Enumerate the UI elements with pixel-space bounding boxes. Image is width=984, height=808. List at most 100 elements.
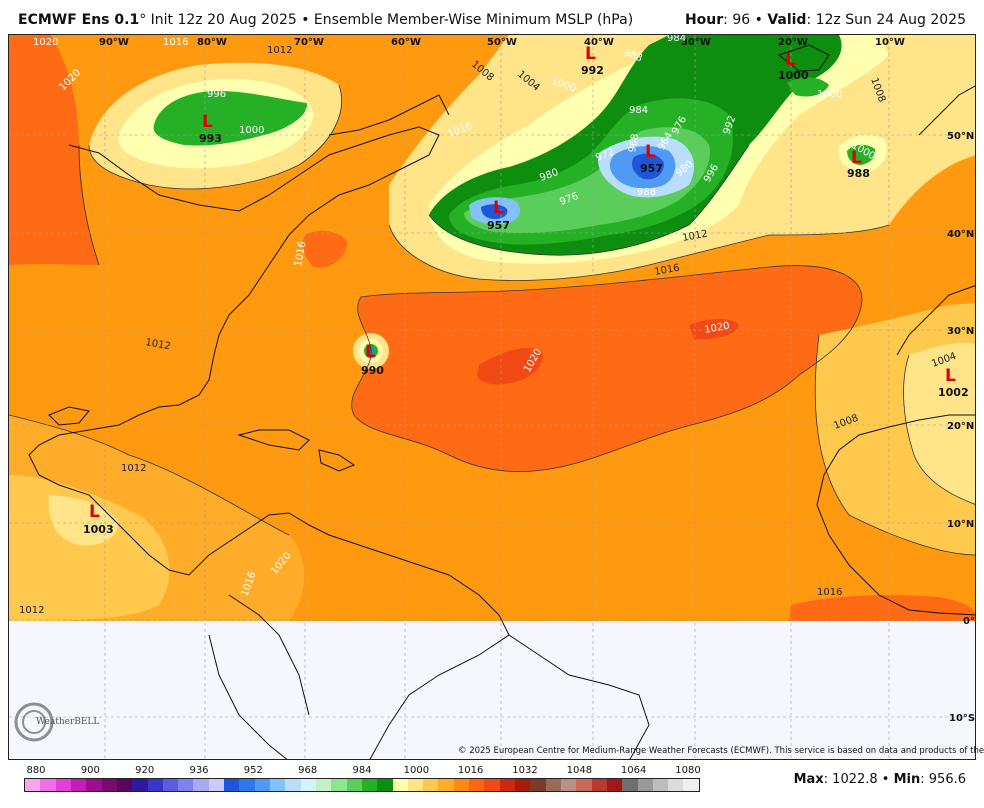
colorbar-swatch — [530, 779, 546, 791]
pressure-field-1020-west — [9, 35, 99, 265]
colorbar-tick-label: 936 — [189, 765, 209, 776]
colorbar-swatch — [392, 779, 408, 791]
low-marker[interactable]: L — [585, 44, 596, 64]
colorbar-swatch — [560, 779, 577, 791]
colorbar-tick-label: 984 — [352, 765, 372, 776]
colorbar-swatch — [469, 779, 485, 791]
contour-label: 1012 — [267, 45, 292, 56]
colorbar-tick-label: 1048 — [566, 765, 593, 776]
colorbar-tick-label: 952 — [243, 765, 263, 776]
copyright-notice: © 2025 European Centre for Medium-Range … — [458, 746, 984, 756]
model-name: ECMWF Ens 0.1 — [18, 12, 140, 28]
lon-label-20w: 20°W — [778, 37, 808, 48]
colorbar-swatch — [346, 779, 362, 791]
pressure-colorbar — [24, 778, 700, 792]
lat-label-30n: 30°N — [947, 326, 974, 337]
lon-label-10w: 10°W — [875, 37, 905, 48]
field-stats: Max: 1022.8 • Min: 956.6 — [793, 772, 966, 787]
hour-label: Hour — [684, 12, 724, 28]
lon-label-70w: 70°W — [294, 37, 324, 48]
contour-label: 1012 — [121, 463, 146, 474]
lat-label-0: 0° — [963, 616, 975, 627]
contour-label: 988 — [637, 187, 656, 198]
low-marker[interactable]: L — [645, 142, 656, 162]
pressure-field-1020-core — [477, 347, 543, 385]
colorbar-swatch — [132, 779, 148, 791]
low-marker[interactable]: L — [785, 50, 796, 70]
pressure-field-1000-ne — [787, 77, 829, 97]
low-marker[interactable]: L — [365, 342, 376, 362]
low-marker[interactable]: L — [945, 366, 956, 386]
hour-value: : 96 • — [723, 12, 768, 28]
colorbar-swatch — [545, 779, 561, 791]
low-marker[interactable]: L — [493, 198, 504, 218]
contour-label: 1012 — [682, 229, 709, 244]
colorbar-swatch — [423, 779, 439, 791]
pressure-field-1020-se — [789, 595, 975, 621]
pressure-field-1020-east — [689, 319, 739, 340]
logo-text: WeatherBELL — [36, 717, 99, 727]
lat-label-40n: 40°N — [947, 229, 974, 240]
weatherbell-logo: WeatherBELL — [12, 700, 102, 746]
low-marker[interactable]: L — [851, 148, 862, 168]
low-pressure-value: 1002 — [938, 386, 969, 399]
colorbar-tick-label: 1016 — [457, 765, 484, 776]
low-marker[interactable]: L — [89, 502, 100, 522]
min-value: : 956.6 — [920, 772, 966, 787]
colorbar-swatch — [285, 779, 301, 791]
lat-label-10n: 10°N — [947, 519, 974, 530]
max-value: : 1022.8 — [823, 772, 878, 787]
low-pressure-value: 990 — [361, 364, 384, 377]
contour-label: 1000 — [817, 89, 842, 100]
colorbar-swatch — [178, 779, 194, 791]
colorbar-tick-label: 880 — [26, 765, 46, 776]
contour-label: 984 — [629, 105, 648, 116]
colorbar-swatch — [515, 779, 531, 791]
mslp-map: 50°N 40°N 30°N 20°N 10°N 0° 10°S 90°W 80… — [9, 35, 975, 759]
colorbar-swatch — [453, 779, 470, 791]
lon-label-80w: 80°W — [197, 37, 227, 48]
colorbar-labels: 880 900 920 936 952 968 984 1000 1016 1032 1048 106… — [24, 765, 700, 777]
colorbar-tick-label: 1064 — [620, 765, 647, 776]
isobars — [9, 84, 975, 556]
colorbar-swatch — [86, 779, 102, 791]
low-marker[interactable]: L — [202, 112, 213, 132]
lat-label-50n: 50°N — [947, 131, 974, 142]
contour-label: 1016 — [817, 587, 842, 598]
colorbar-swatch — [70, 779, 87, 791]
colorbar-swatch — [40, 779, 56, 791]
lon-label-40w: 40°W — [584, 37, 614, 48]
contour-label: 1016 — [654, 263, 681, 278]
colorbar-swatch — [361, 779, 378, 791]
contour-label: 996 — [207, 89, 226, 100]
pressure-field-1020 — [351, 265, 863, 472]
map-panel[interactable]: 50°N 40°N 30°N 20°N 10°N 0° 10°S 90°W 80… — [8, 34, 976, 760]
low-pressure-value: 992 — [581, 64, 604, 77]
colorbar-swatch — [101, 779, 117, 791]
colorbar-swatch — [637, 779, 653, 791]
colorbar-tick-label: 968 — [298, 765, 318, 776]
low-pressure-value: 988 — [847, 167, 870, 180]
pressure-field-996-canada — [153, 91, 308, 146]
colorbar-tick-label: 1032 — [512, 765, 538, 776]
colorbar-swatch — [668, 779, 684, 791]
contour-label: 1020 — [704, 321, 731, 336]
low-pressure-value: 957 — [487, 219, 510, 232]
coastlines — [28, 44, 975, 759]
contour-label: 1016 — [163, 37, 188, 48]
colorbar-tick-label: 1080 — [675, 765, 701, 776]
pressure-field-1020-nw — [302, 230, 348, 268]
init-description: Init 12z 20 Aug 2025 • Ensemble Member-W… — [146, 12, 634, 28]
colorbar-swatch — [576, 779, 592, 791]
max-label: Max — [793, 772, 824, 787]
colorbar-tick-label: 900 — [80, 765, 100, 776]
colorbar-swatch — [224, 779, 240, 791]
degree-symbol: ° — [139, 12, 147, 28]
map-title: ECMWF Ens 0.1° Init 12z 20 Aug 2025 • En… — [18, 12, 633, 28]
colorbar-swatch — [484, 779, 500, 791]
colorbar-swatch — [239, 779, 255, 791]
lon-label-30w: 30°W — [681, 37, 711, 48]
lat-label-10s: 10°S — [949, 713, 975, 724]
lat-label-20n: 20°N — [947, 421, 974, 432]
colorbar-swatch — [407, 779, 424, 791]
